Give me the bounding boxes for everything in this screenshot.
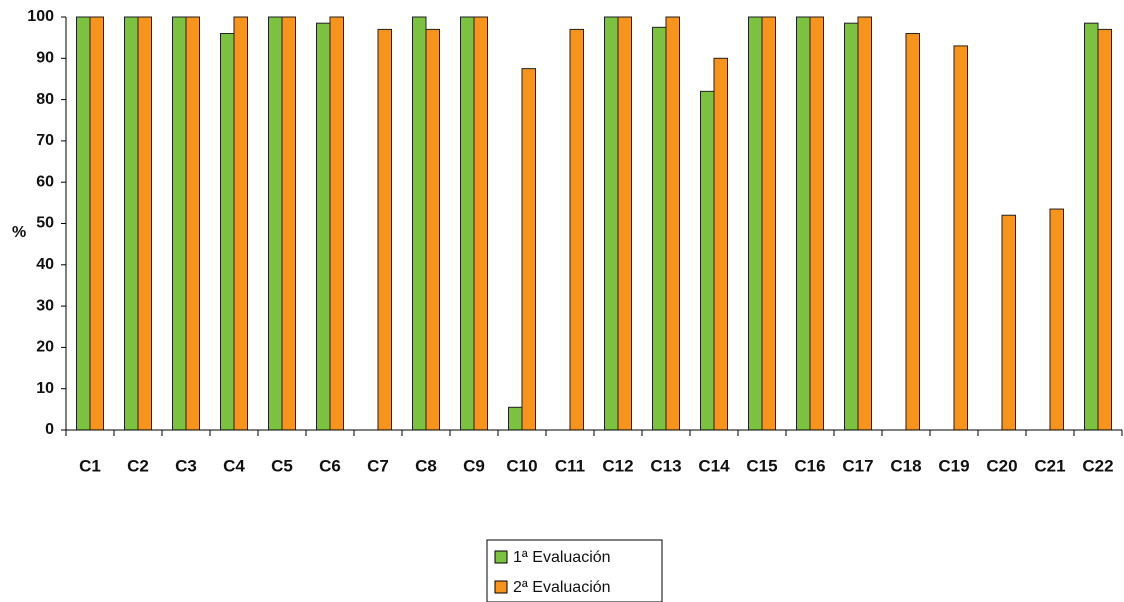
- x-tick-label: C15: [746, 456, 777, 475]
- x-tick-label: C9: [463, 456, 485, 475]
- x-tick-label: C5: [271, 456, 293, 475]
- x-tick-label: C3: [175, 456, 197, 475]
- x-tick-label: C4: [223, 456, 245, 475]
- y-tick-label: 10: [36, 380, 54, 397]
- bar-series1-c2: [124, 16, 139, 431]
- y-tick-label: 100: [27, 8, 54, 25]
- x-tick-label: C22: [1082, 456, 1113, 475]
- bar-series1-c12: [604, 16, 619, 431]
- bar-series1-c9: [460, 16, 475, 431]
- x-tick-label: C1: [79, 456, 101, 475]
- legend-label: 1ª Evaluación: [513, 549, 611, 566]
- bar-series1-c17: [844, 22, 859, 431]
- bar-series1-c8: [412, 16, 427, 431]
- x-tick-label: C6: [319, 456, 341, 475]
- x-tick-label: C11: [555, 456, 585, 475]
- bar-series1-c3: [172, 16, 187, 431]
- bar-series2-c3: [185, 16, 200, 431]
- bar-series2-c19: [953, 45, 968, 431]
- x-tick-label: C7: [367, 456, 389, 475]
- bar-series2-c9: [473, 16, 488, 431]
- bar-series2-c13: [665, 16, 680, 431]
- x-tick-label: C16: [794, 456, 825, 475]
- bar-series2-c5: [281, 16, 296, 431]
- y-tick-label: 50: [36, 215, 54, 232]
- x-tick-label: C14: [698, 456, 730, 475]
- legend-swatch: [494, 550, 508, 564]
- x-tick-label: C13: [650, 456, 681, 475]
- bar-series2-c7: [377, 28, 392, 431]
- bar-series2-c20: [1001, 214, 1016, 431]
- y-tick-label: 90: [36, 50, 54, 67]
- legend: 1ª Evaluación 2ª Evaluación: [486, 539, 663, 602]
- bars-group: [76, 16, 1112, 431]
- y-tick-label: 40: [36, 256, 54, 273]
- bar-series1-c6: [316, 22, 331, 431]
- bar-series1-c22: [1084, 22, 1099, 431]
- bar-series2-c1: [89, 16, 104, 431]
- bar-series2-c8: [425, 28, 440, 431]
- bar-series2-c15: [761, 16, 776, 431]
- x-tick-label: C2: [127, 456, 149, 475]
- y-tick-label: 60: [36, 173, 54, 190]
- x-tick-label: C21: [1034, 456, 1065, 475]
- bar-series2-c6: [329, 16, 344, 431]
- y-tick-label: 0: [45, 421, 54, 438]
- bar-series1-c13: [652, 26, 667, 431]
- bar-series2-c4: [233, 16, 248, 431]
- bar-series1-c5: [268, 16, 283, 431]
- x-tick-label: C19: [938, 456, 969, 475]
- bar-series2-c18: [905, 33, 920, 431]
- x-tick-label: C10: [506, 456, 537, 475]
- y-tick-label: 20: [36, 339, 54, 356]
- y-tick-label: 30: [36, 297, 54, 314]
- legend-box: [486, 539, 663, 602]
- legend-swatch: [494, 580, 508, 594]
- axes: [65, 17, 1123, 436]
- x-tick-label: C12: [602, 456, 633, 475]
- bar-series1-c10: [508, 406, 523, 431]
- bar-series1-c15: [748, 16, 763, 431]
- bar-series2-c10: [521, 68, 536, 431]
- y-tick-label: 80: [36, 91, 54, 108]
- x-tick-label: C18: [890, 456, 921, 475]
- bar-series2-c2: [137, 16, 152, 431]
- x-tick-label: C17: [842, 456, 873, 475]
- bar-series1-c1: [76, 16, 91, 431]
- legend-label: 2ª Evaluación: [513, 579, 611, 596]
- bar-series2-c12: [617, 16, 632, 431]
- bar-series2-c21: [1049, 208, 1064, 431]
- bar-series2-c17: [857, 16, 872, 431]
- y-tick-label: 70: [36, 132, 54, 149]
- x-axis-labels: C1 C2 C3 C4 C5 C6 C7 C8 C9 C10 C11 C12 C13 C14 C15 C16 C…: [79, 456, 1113, 475]
- y-axis: 0 10 20 30 40 50 60 70 80 90 100: [27, 8, 66, 438]
- bar-series1-c4: [220, 33, 235, 431]
- bar-series2-c14: [713, 57, 728, 431]
- x-tick-label: C20: [986, 456, 1017, 475]
- x-tick-label: C8: [415, 456, 437, 475]
- y-axis-label: %: [12, 224, 26, 241]
- bar-series2-c22: [1097, 28, 1112, 431]
- bar-series2-c11: [569, 28, 584, 431]
- bar-series1-c16: [796, 16, 811, 431]
- bar-series1-c14: [700, 90, 715, 431]
- bar-series2-c16: [809, 16, 824, 431]
